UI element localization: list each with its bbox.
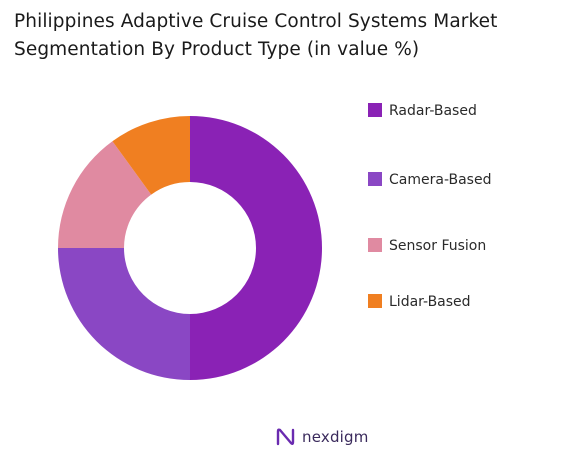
chart-title: Philippines Adaptive Cruise Control Syst… (14, 8, 574, 64)
legend-label-sensor-fusion: Sensor Fusion (389, 238, 486, 254)
brand-footer: nexdigm (275, 425, 369, 449)
legend-swatch-sensor-fusion (368, 238, 382, 252)
chart-title-line-2: Segmentation By Product Type (in value %… (14, 39, 420, 60)
legend-label-lidar-based: Lidar-Based (389, 294, 471, 310)
legend-swatch-lidar-based (368, 294, 382, 308)
donut-slice-radar-based (190, 116, 322, 380)
donut-slice-sensor-fusion (58, 141, 152, 248)
legend-swatch-radar-based (368, 103, 382, 117)
nexdigm-n-logo-icon (276, 428, 295, 446)
legend-label-radar-based: Radar-Based (389, 103, 477, 119)
legend-label-camera-based: Camera-Based (389, 172, 491, 188)
chart-legend: Radar-Based Camera-Based Sensor Fusion Lida… (368, 103, 491, 310)
donut-slices (58, 116, 322, 380)
chart-title-line-1: Philippines Adaptive Cruise Control Syst… (14, 11, 498, 32)
brand-name: nexdigm (302, 428, 369, 446)
legend-swatch-camera-based (368, 172, 382, 186)
donut-slice-camera-based (58, 248, 190, 380)
donut-slice-lidar-based (112, 116, 190, 195)
